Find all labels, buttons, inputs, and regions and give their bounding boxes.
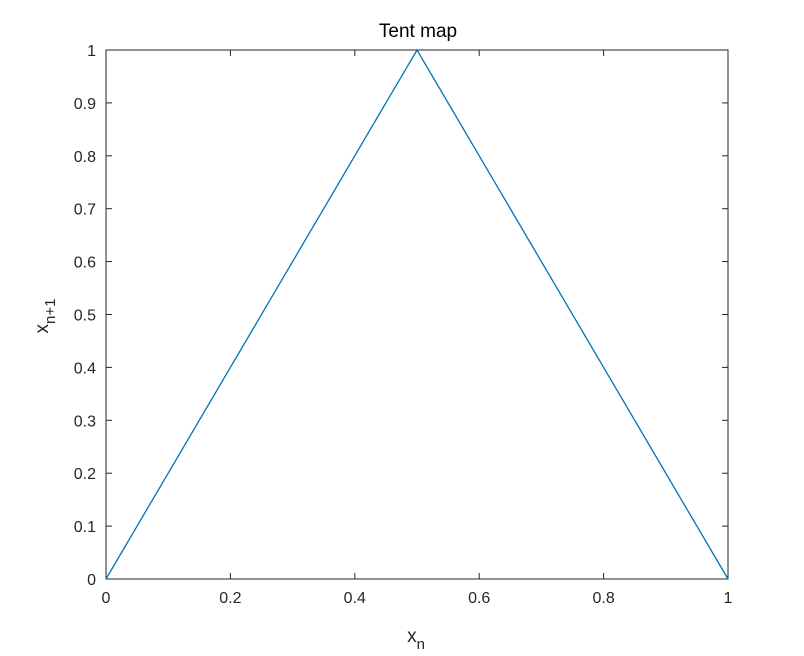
y-axis-label-base: x <box>32 323 53 333</box>
chart-title: Tent map <box>379 21 457 42</box>
x-axis-ticks: 0 0.2 0.4 0.6 0.8 1 <box>102 50 733 607</box>
x-axis-label: xn <box>407 626 425 653</box>
x-tick-label-2: 0.4 <box>344 590 366 607</box>
y-tick-label-10: 1 <box>87 43 96 60</box>
y-tick-label-5: 0.5 <box>74 308 96 325</box>
y-tick-label-0: 0 <box>87 572 96 589</box>
x-tick-label-3: 0.6 <box>468 590 490 607</box>
y-tick-label-7: 0.7 <box>74 202 96 219</box>
x-tick-label-4: 0.8 <box>592 590 614 607</box>
y-tick-label-6: 0.6 <box>74 255 96 272</box>
y-tick-label-1: 0.1 <box>74 519 96 536</box>
series-layer <box>105 48 729 580</box>
y-tick-label-8: 0.8 <box>74 149 96 166</box>
x-tick-label-5: 1 <box>724 590 733 607</box>
y-tick-label-2: 0.2 <box>74 466 96 483</box>
x-tick-label-1: 0.2 <box>219 590 241 607</box>
y-axis-label-subscript: n+1 <box>42 299 59 324</box>
x-axis-label-subscript: n <box>417 636 425 653</box>
series-line-0 <box>105 48 729 580</box>
y-tick-label-3: 0.3 <box>74 413 96 430</box>
y-tick-label-9: 0.9 <box>74 96 96 113</box>
y-axis-label: xn+1 <box>32 299 59 334</box>
y-tick-label-4: 0.4 <box>74 360 96 377</box>
x-axis-label-base: x <box>407 626 417 647</box>
x-tick-label-0: 0 <box>102 590 111 607</box>
y-axis-ticks: 0 0.1 0.2 0.3 0.4 0.5 0.6 0.7 0.8 0.9 1 <box>74 43 728 589</box>
